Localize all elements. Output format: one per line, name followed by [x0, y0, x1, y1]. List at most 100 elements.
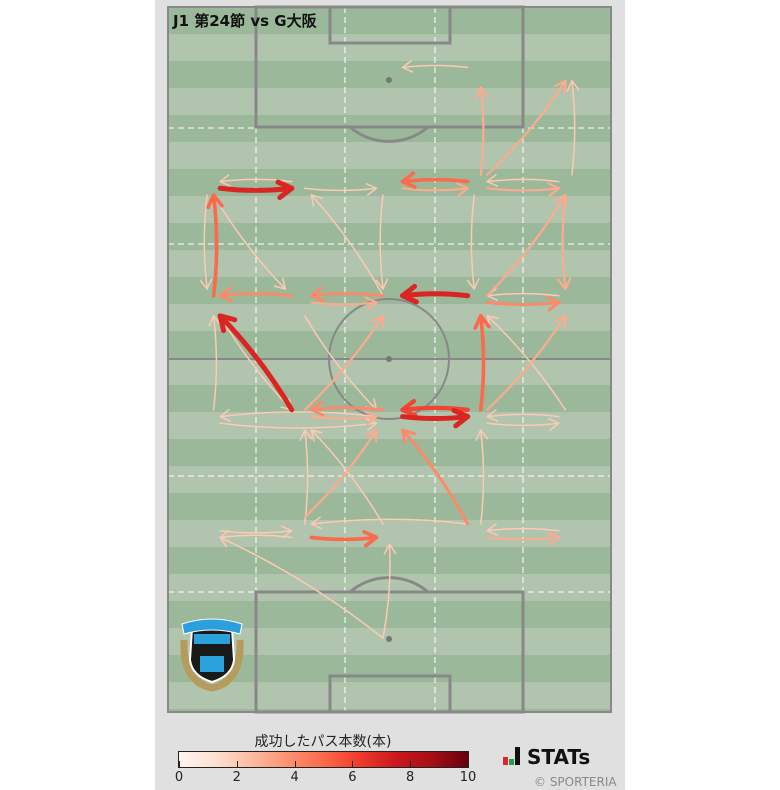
chart-title: J1 第24節 vs G大阪: [173, 12, 317, 30]
pass-line: [486, 187, 560, 192]
pass-arrow: [303, 314, 385, 411]
pass-arrow: [217, 313, 295, 413]
pass-arrow: [310, 194, 384, 297]
pass-arrow: [375, 194, 389, 290]
pass-arrow: [566, 80, 580, 176]
brand-logo: STATs: [503, 745, 590, 769]
pass-line: [303, 314, 385, 411]
pass-line: [218, 292, 294, 298]
center-spot: [386, 356, 392, 362]
pass-line: [486, 422, 560, 427]
arrow-head: [553, 79, 567, 94]
pass-arrow: [217, 179, 295, 201]
pass-line: [400, 291, 471, 299]
pass-line: [486, 536, 560, 541]
pitch-stripe: [168, 88, 611, 115]
pass-arrow: [206, 193, 224, 298]
arrow-head: [486, 174, 499, 187]
arrow-head: [486, 315, 499, 328]
pass-line: [486, 315, 567, 411]
pitch-stripe: [168, 466, 611, 493]
arrow-head: [400, 283, 419, 305]
arrow-head: [401, 428, 417, 444]
pass-arrow: [486, 418, 560, 431]
colorbar-tick-label: 10: [459, 770, 477, 785]
pass-line: [400, 405, 470, 413]
pitch-stripe: [168, 7, 611, 34]
pass-line: [203, 194, 208, 290]
arrow-head: [451, 407, 471, 429]
bottom-six-yard-box: [328, 674, 452, 714]
arrow-head: [455, 182, 469, 197]
pass-arrow: [219, 409, 378, 422]
pass-arrow: [218, 286, 294, 303]
team-logo: [180, 618, 244, 692]
arrow-head: [553, 314, 567, 329]
arrow-head: [309, 286, 325, 303]
pass-line: [486, 193, 567, 297]
pass-arrow: [219, 535, 384, 639]
pass-arrow: [309, 400, 385, 417]
pass-line: [217, 185, 295, 193]
pass-line: [217, 313, 295, 413]
pass-line: [486, 79, 567, 176]
pass-line: [310, 518, 469, 525]
pass-line: [219, 178, 293, 183]
arrow-head: [475, 429, 489, 441]
pass-line: [485, 300, 561, 307]
pass-arrow: [486, 182, 560, 197]
arrow-head: [486, 523, 499, 536]
pitch-stripe: [168, 682, 611, 709]
arrow-head: [400, 398, 418, 418]
pass-line: [401, 64, 469, 69]
bottom-penalty-spot: [386, 636, 392, 642]
arrow-head: [310, 429, 323, 442]
arrow-head: [364, 410, 378, 425]
pass-arrow: [486, 523, 560, 536]
arrow-head: [548, 418, 560, 431]
pass-arrow: [557, 193, 572, 291]
arrow-head: [275, 179, 295, 201]
arrow-head: [546, 531, 560, 546]
pass-arrow: [486, 79, 567, 176]
pass-line: [219, 411, 378, 418]
arrow-head: [273, 277, 287, 290]
pitch-stripe: [168, 34, 611, 61]
pass-line: [478, 314, 486, 412]
pass-line: [211, 193, 219, 298]
pass-arrow: [310, 429, 384, 525]
pass-line: [400, 414, 471, 422]
pitch-stripe: [168, 385, 611, 412]
colorbar-tick-label: 6: [348, 770, 357, 785]
pass-line: [400, 177, 470, 184]
colorbar-tick-mark: [236, 761, 238, 767]
pass-arrow: [473, 314, 491, 412]
arrow-head: [557, 277, 572, 291]
arrow-head: [473, 314, 491, 331]
pass-line: [486, 314, 567, 411]
pass-line: [401, 428, 470, 526]
pass-line: [309, 535, 379, 542]
stats-logo-icon: [503, 747, 520, 765]
arrow-head: [400, 171, 417, 189]
pass-arrow: [401, 182, 469, 197]
pass-arrow: [486, 315, 567, 411]
center-circle: [328, 298, 450, 420]
pass-line: [479, 86, 485, 176]
pass-arrow: [208, 315, 222, 411]
pass-line: [382, 543, 391, 639]
pass-arrow: [485, 295, 561, 312]
pass-arrow: [310, 516, 469, 530]
arrow-head: [219, 174, 231, 187]
pass-arrow: [400, 398, 470, 418]
pitch-stripe: [168, 520, 611, 547]
arrow-head: [199, 278, 213, 290]
pass-arrow: [382, 543, 397, 639]
pitch-stripe: [168, 142, 611, 169]
arrow-head: [365, 418, 378, 431]
pass-line: [304, 187, 378, 192]
top-penalty-arc: [349, 125, 429, 143]
arrow-head: [474, 86, 490, 100]
arrow-head: [362, 530, 379, 548]
